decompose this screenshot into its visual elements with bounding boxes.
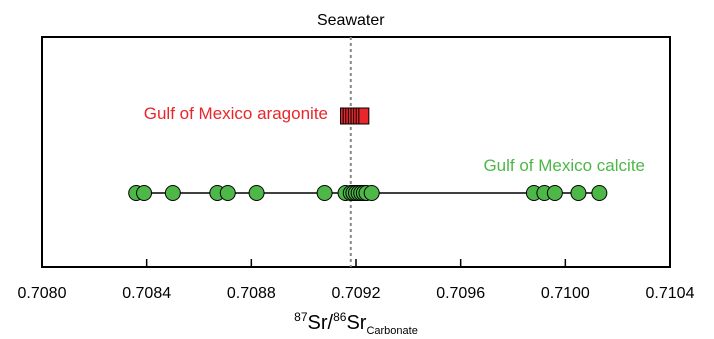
seawater-label: Seawater: [317, 12, 385, 29]
x-axis-label-sub: Carbonate: [366, 325, 417, 337]
x-axis-label-base1: Sr/: [308, 312, 334, 334]
plot-frame: [41, 36, 671, 268]
calcite-point: [219, 185, 236, 201]
calcite-point: [316, 185, 333, 201]
calcite-point: [546, 185, 563, 201]
aragonite-series-label: Gulf of Mexico aragonite: [144, 104, 328, 123]
x-tick-label: 0.7080: [18, 285, 67, 302]
x-axis-label-sup1: 87: [294, 310, 308, 324]
x-axis-label-base2: Sr: [346, 312, 366, 334]
x-axis-label-sup2: 86: [333, 310, 347, 324]
calcite-point: [591, 185, 608, 201]
x-tick-label: 0.7084: [122, 285, 171, 302]
calcite-point: [570, 185, 587, 201]
calcite-point: [136, 185, 153, 201]
x-tick-label: 0.7088: [227, 285, 276, 302]
x-tick-label: 0.7104: [646, 285, 695, 302]
x-axis-label: 87Sr/86SrCarbonate: [294, 310, 418, 337]
aragonite-point: [358, 107, 370, 125]
calcite-point: [248, 185, 265, 201]
x-tick-label: 0.7092: [332, 285, 381, 302]
calcite-point: [164, 185, 181, 201]
calcite-series-label: Gulf of Mexico calcite: [483, 156, 645, 175]
x-tick-label: 0.7100: [541, 285, 590, 302]
x-tick-label: 0.7096: [436, 285, 485, 302]
calcite-point: [363, 185, 380, 201]
